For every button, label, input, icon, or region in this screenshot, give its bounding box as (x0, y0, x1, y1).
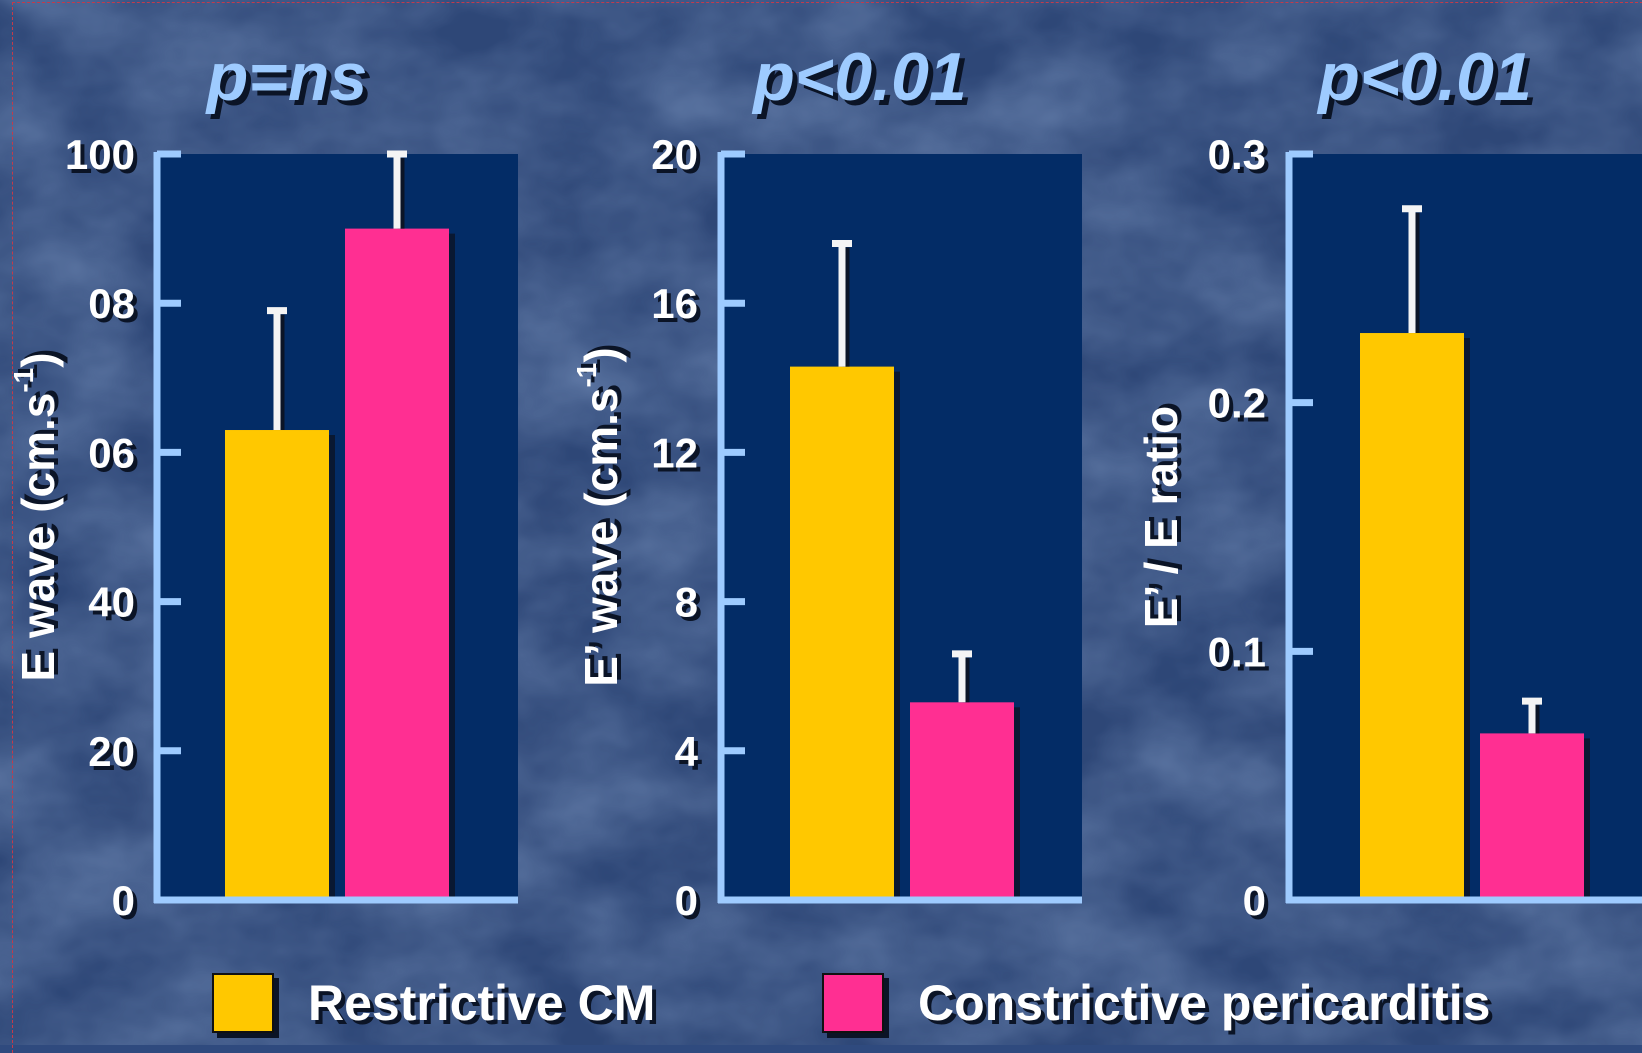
legend-constrictive: Constrictive pericarditis (822, 968, 1490, 1038)
y-tick-label: 12 (651, 429, 698, 476)
y-tick-label: 0 (675, 877, 698, 924)
legend-swatch-restrictive (212, 973, 274, 1033)
p-value-title-3: p<0.01 (1316, 39, 1532, 115)
plot-area-1 (157, 154, 518, 900)
y-tick-label: 4 (675, 728, 699, 775)
y-tick-label: 16 (651, 280, 698, 327)
y-tick-label: 06 (88, 429, 135, 476)
bar-constrictive (910, 702, 1014, 900)
bar-constrictive (1480, 733, 1584, 900)
bar-restrictive (225, 430, 329, 900)
legend-swatch-constrictive (822, 973, 884, 1033)
chart-panel-2: 0 4 8 12 16 20 p<0.01 E’ wave (cm.s-1) (571, 39, 1082, 924)
legend-label-constrictive: Constrictive pericarditis (918, 975, 1491, 1031)
y-tick-label: 20 (651, 131, 698, 178)
p-value-title-2: p<0.01 (751, 39, 967, 115)
bar-constrictive (345, 228, 449, 901)
y-tick-label: 8 (675, 579, 698, 626)
y-axis-label-1: E wave (cm.s-1) (8, 352, 64, 681)
p-value-title-1: p=ns (205, 39, 368, 115)
y-tick-label: 0 (1243, 877, 1266, 924)
plot-area-2 (721, 154, 1082, 900)
y-tick-label: 100 (65, 131, 135, 178)
y-tick-label: 20 (88, 728, 135, 775)
chart-panel-1: 0 20 40 06 08 100 p=ns E wave (cm.s-1) (8, 39, 518, 924)
legend-restrictive: Restrictive CM (212, 968, 655, 1038)
y-tick-label: 40 (88, 579, 135, 626)
y-tick-label: 0 (112, 877, 135, 924)
y-tick-label: 0.2 (1208, 380, 1266, 427)
chart-panel-3: 0 0.1 0.2 0.3 p<0.01 E’ / E ratio (1135, 39, 1642, 924)
y-tick-label: 0.3 (1208, 131, 1266, 178)
y-axis-label-3: E’ / E ratio (1135, 406, 1187, 628)
y-tick-label: 0.1 (1208, 628, 1266, 675)
y-tick-label: 08 (88, 280, 135, 327)
bar-restrictive (790, 366, 894, 900)
bar-restrictive (1360, 333, 1464, 900)
legend-label-restrictive: Restrictive CM (308, 975, 656, 1031)
y-axis-label-2: E’ wave (cm.s-1) (571, 347, 627, 686)
